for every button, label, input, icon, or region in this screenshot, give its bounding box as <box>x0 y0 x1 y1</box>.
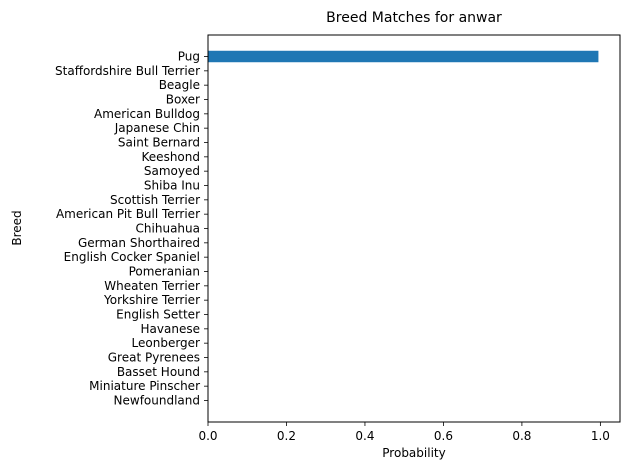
y-tick-label: English Cocker Spaniel <box>64 250 200 264</box>
y-tick-label: English Setter <box>116 308 200 322</box>
y-tick-label: Leonberger <box>132 336 201 350</box>
x-tick-label: 0.4 <box>355 429 374 443</box>
y-tick-label: Newfoundland <box>114 394 200 408</box>
y-tick-label: Havanese <box>141 322 200 336</box>
y-tick-label: Shiba Inu <box>144 179 200 193</box>
y-tick-label: Wheaten Terrier <box>104 279 200 293</box>
x-tick-label: 1.0 <box>591 429 610 443</box>
y-axis-label: Breed <box>10 210 24 245</box>
y-tick-label: Samoyed <box>144 164 200 178</box>
plot-frame <box>207 34 621 423</box>
y-tick-label: American Pit Bull Terrier <box>56 207 200 221</box>
x-tick-label: 0.8 <box>512 429 531 443</box>
x-axis-label: Probability <box>382 446 445 460</box>
y-tick-label: Basset Hound <box>117 365 200 379</box>
y-tick-label: Chihuahua <box>136 222 200 236</box>
y-tick-label: Yorkshire Terrier <box>103 293 200 307</box>
bar <box>208 50 599 63</box>
y-tick-label: Saint Bernard <box>118 136 200 150</box>
y-tick-label: Boxer <box>166 93 200 107</box>
x-tick-label: 0.2 <box>277 429 296 443</box>
y-tick-label: American Bulldog <box>94 107 200 121</box>
y-tick-label: Beagle <box>159 78 200 92</box>
x-tick-label: 0.0 <box>198 429 217 443</box>
y-tick-label: Keeshond <box>142 150 200 164</box>
y-tick-label: Staffordshire Bull Terrier <box>55 64 200 78</box>
y-tick-label: Japanese Chin <box>114 121 200 135</box>
y-tick-label: German Shorthaired <box>78 236 200 250</box>
chart-title: Breed Matches for anwar <box>326 10 502 26</box>
y-tick-label: Pomeranian <box>129 265 200 279</box>
y-tick-label: Miniature Pinscher <box>89 379 200 393</box>
y-tick-label: Great Pyrenees <box>108 351 200 365</box>
y-tick-label: Pug <box>178 50 200 64</box>
y-tick-label: Scottish Terrier <box>110 193 200 207</box>
x-tick-label: 0.6 <box>434 429 453 443</box>
